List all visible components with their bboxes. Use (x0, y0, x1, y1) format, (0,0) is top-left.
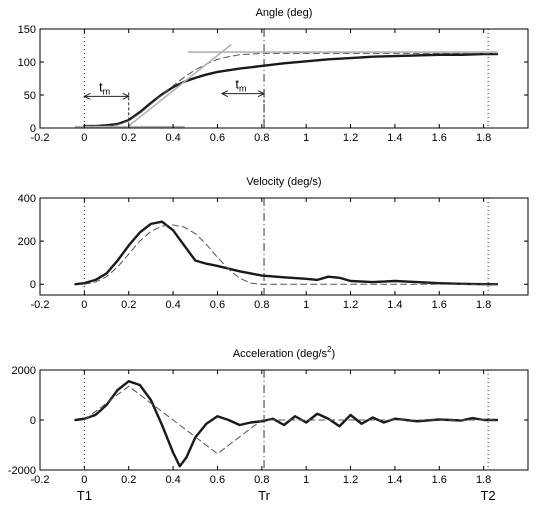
panel-title: Velocity (deg/s) (246, 176, 321, 188)
x-tick-label: 1.6 (432, 132, 447, 144)
x-tick-label: 1.8 (476, 299, 491, 311)
series-line-dashed-2 (83, 52, 498, 127)
y-tick-label: 400 (18, 193, 36, 205)
x-tick-label: 0.2 (121, 299, 136, 311)
tm-arrow-head-right (257, 90, 266, 98)
x-tick-label: 0.6 (210, 132, 225, 144)
x-tick-label: 1.4 (387, 132, 402, 144)
panel-title-text: Velocity (deg/s) (246, 176, 321, 188)
panel-3: Acceleration (deg/s2) -0.2 0 0.2 0.4 0.6 0.8 1 1… (8, 345, 529, 486)
x-tick-label: 0 (81, 299, 87, 311)
panel-title: Angle (deg) (256, 7, 313, 19)
x-tick-label: 0.2 (121, 474, 136, 486)
tm-arrow-head-left (83, 92, 91, 100)
x-tick-label: 1.8 (476, 132, 491, 144)
series-line-light-guide-3 (127, 44, 232, 127)
panel-title-suffix: ) (331, 348, 335, 360)
tm-label: tm (235, 77, 246, 94)
series-line-solid-thick-1 (83, 52, 499, 128)
marker-label-tr: Tr (258, 488, 270, 503)
tm-annotation-1: tm (83, 79, 130, 128)
marker-label-t1: T1 (77, 488, 92, 503)
y-tick-label: 0 (30, 279, 36, 291)
axes-frame (39, 28, 529, 129)
x-tick-label: 1.4 (387, 474, 402, 486)
y-tick-label: -2000 (8, 465, 36, 477)
tm-annotation-2: tm (220, 77, 266, 128)
x-tick-label: -0.2 (31, 474, 50, 486)
x-tick-label: -0.2 (31, 299, 50, 311)
x-tick-label: 0 (81, 474, 87, 486)
x-tick-label: 1.8 (476, 474, 491, 486)
series-group (74, 44, 499, 128)
axes-frame (39, 197, 529, 296)
series-line-dashed-2 (83, 224, 498, 285)
tm-label: tm (99, 79, 110, 96)
x-tick-label: 1 (303, 132, 309, 144)
x-tick-label: 1.6 (432, 474, 447, 486)
x-tick-label: 1 (303, 474, 309, 486)
x-tick-label: 1.6 (432, 299, 447, 311)
panel-title-text: Angle (deg) (256, 7, 313, 19)
marker-label-t2: T2 (480, 488, 495, 503)
x-tick-label: 1.2 (343, 474, 358, 486)
y-tick-label: 0 (30, 123, 36, 135)
x-tick-label: 1 (303, 299, 309, 311)
tm-arrow-head-right (122, 92, 130, 100)
y-tick-label: 50 (24, 90, 36, 102)
x-tick-label: 0 (81, 132, 87, 144)
tm-arrow-head-left (220, 90, 229, 98)
series-line-solid-thick-1 (74, 380, 499, 468)
x-tick-label: 0.6 (210, 474, 225, 486)
y-tick-label: 200 (18, 236, 36, 248)
x-tick-label: 0.4 (165, 299, 180, 311)
x-tick-label: 0.8 (254, 474, 269, 486)
y-tick-label: 2000 (12, 365, 36, 377)
x-tick-label: 1.2 (343, 299, 358, 311)
x-tick-label: 0.2 (121, 132, 136, 144)
panel-title-text: Acceleration (deg/s (233, 348, 328, 360)
series-group (74, 220, 499, 286)
series-line-dashed-2 (83, 385, 498, 455)
x-tick-label: 0.6 (210, 299, 225, 311)
x-tick-label: 0.8 (254, 299, 269, 311)
x-tick-label: 0.8 (254, 132, 269, 144)
x-tick-label: 1.4 (387, 299, 402, 311)
panel-1: Angle (deg)tm tm-0.2 0 0.2 0.4 0.6 0.8 1 1.2 1.4 1… (18, 7, 529, 144)
x-tick-label: -0.2 (31, 132, 50, 144)
panel-2: Velocity (deg/s) -0.2 0 0.2 0.4 0.6 0.8 1 1.2 1.4… (18, 176, 529, 311)
y-tick-label: 0 (30, 415, 36, 427)
panel-title-superscript: 2 (327, 345, 332, 354)
series-line-solid-thick-1 (74, 220, 499, 286)
x-tick-label: 0.4 (165, 474, 180, 486)
series-group (74, 380, 499, 468)
panel-title: Acceleration (deg/s2) (233, 345, 335, 360)
x-tick-label: 0.4 (165, 132, 180, 144)
y-tick-label: 150 (18, 24, 36, 36)
x-tick-label: 1.2 (343, 132, 358, 144)
y-tick-label: 100 (18, 57, 36, 69)
